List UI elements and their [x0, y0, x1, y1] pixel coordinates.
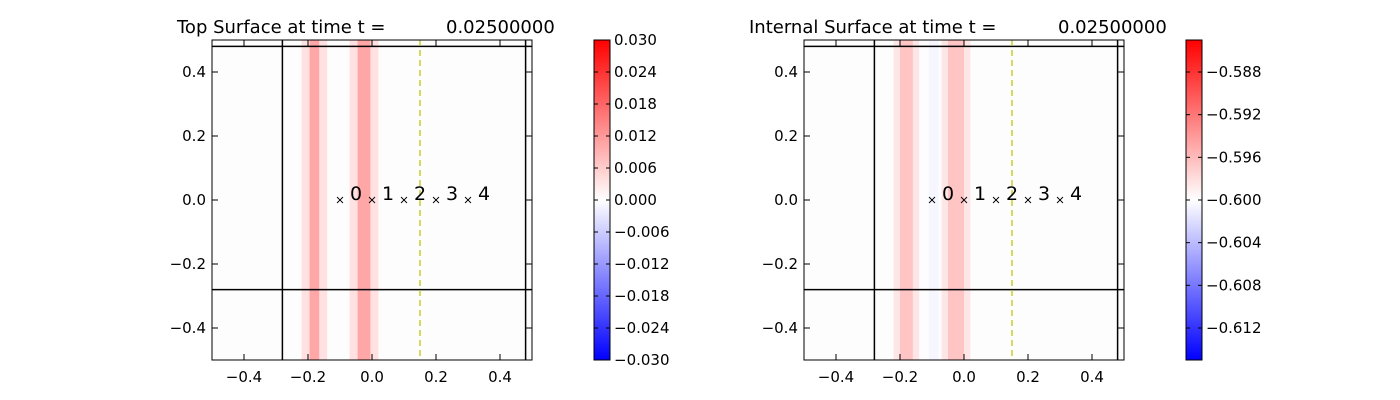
- x-tick-label: −0.2: [290, 368, 326, 386]
- x-tick-label: 0.4: [1080, 368, 1104, 386]
- marker-cross: [400, 196, 408, 204]
- colorbar-tick-label: −0.596: [1206, 148, 1262, 166]
- colorbar-tick-label: −0.592: [1206, 106, 1262, 124]
- marker-label: 1: [974, 183, 986, 205]
- x-tick-label: −0.4: [818, 368, 854, 386]
- colorbar-tick-label: −0.612: [1206, 319, 1262, 337]
- marker-cross-stroke: [400, 196, 408, 204]
- y-tick-label: −0.4: [762, 319, 798, 337]
- colorbar-tick-label: −0.018: [614, 287, 670, 305]
- colorbar-tick-label: −0.608: [1206, 276, 1262, 294]
- heatmap-band: [928, 40, 939, 360]
- colorbar-tick-label: −0.588: [1206, 63, 1262, 81]
- marker-label: 3: [1038, 183, 1050, 205]
- marker-cross: [928, 196, 936, 204]
- marker-cross: [960, 196, 968, 204]
- top-surface-title: Top Surface at time t =: [176, 17, 385, 38]
- y-tick-label: −0.2: [170, 255, 206, 273]
- marker-cross: [992, 196, 1000, 204]
- marker-label: 1: [382, 183, 394, 205]
- heatmap-band: [357, 40, 371, 360]
- marker-label: 4: [1070, 183, 1082, 205]
- marker-cross-stroke: [960, 196, 968, 204]
- y-tick-label: 0.0: [774, 191, 798, 209]
- colorbar-tick-label: 0.012: [614, 127, 657, 145]
- colorbar-tick-label: 0.024: [614, 63, 657, 81]
- top-surface-panel: Top Surface at time t = 0.02500000: [176, 17, 555, 38]
- x-tick-label: 0.2: [1016, 368, 1040, 386]
- marker-cross-stroke: [928, 196, 936, 204]
- heatmap-band: [900, 40, 913, 360]
- marker-cross: [432, 196, 440, 204]
- internal-surface-time-value: 0.02500000: [1058, 17, 1167, 38]
- marker-cross: [1056, 196, 1064, 204]
- colorbar-tick-label: −0.012: [614, 255, 670, 273]
- top-surface-time-value: 0.02500000: [446, 17, 555, 38]
- y-tick-label: 0.0: [182, 191, 206, 209]
- marker-cross-stroke: [464, 196, 472, 204]
- x-tick-label: 0.2: [424, 368, 448, 386]
- marker-label: 2: [1006, 183, 1018, 205]
- marker-cross: [336, 196, 344, 204]
- plot-1: 0 1 2 3 4 −0.4 −0.2 0.0 0.2 0.4 −0.4 −0.2 0.0 0.2 0.4: [762, 39, 1125, 386]
- marker-cross-stroke: [992, 196, 1000, 204]
- x-tick-label: 0.0: [952, 368, 976, 386]
- colorbar-1: −0.588 −0.592 −0.596 −0.600 −0.604 −0.608 −0.6…: [1185, 39, 1262, 361]
- marker-cross-stroke: [1024, 196, 1032, 204]
- y-tick-label: 0.2: [774, 127, 798, 145]
- internal-surface-title: Internal Surface at time t =: [749, 17, 996, 38]
- x-tick-label: −0.2: [882, 368, 918, 386]
- colorbar-tick-label: 0.030: [614, 31, 657, 49]
- heatmap-band: [948, 40, 964, 360]
- marker-label: 0: [350, 183, 362, 205]
- marker-cross-stroke: [336, 196, 344, 204]
- marker-cross-stroke: [368, 196, 376, 204]
- marker-label: 4: [478, 183, 490, 205]
- marker-cross-stroke: [432, 196, 440, 204]
- heatmap-band: [309, 40, 320, 360]
- x-tick-label: 0.0: [360, 368, 384, 386]
- marker-label: 2: [414, 183, 426, 205]
- marker-label: 0: [942, 183, 954, 205]
- colorbar-tick-label: −0.604: [1206, 234, 1262, 252]
- y-tick-label: 0.4: [182, 63, 206, 81]
- y-tick-label: 0.2: [182, 127, 206, 145]
- y-tick-label: −0.4: [170, 319, 206, 337]
- colorbar-tick-label: 0.018: [614, 95, 657, 113]
- internal-surface-panel: Internal Surface at time t = 0.02500000: [749, 17, 1167, 38]
- y-tick-label: 0.4: [774, 63, 798, 81]
- colorbar-tick-label: −0.024: [614, 319, 670, 337]
- marker-cross: [368, 196, 376, 204]
- marker-cross: [464, 196, 472, 204]
- x-tick-label: 0.4: [488, 368, 512, 386]
- marker-cross-stroke: [1056, 196, 1064, 204]
- colorbar-tick-label: −0.030: [614, 351, 670, 369]
- y-tick-label: −0.2: [762, 255, 798, 273]
- colorbar-tick-label: 0.000: [614, 191, 657, 209]
- colorbar-tick-label: 0.006: [614, 159, 657, 177]
- marker-label: 3: [446, 183, 458, 205]
- colorbar-tick-label: −0.600: [1206, 191, 1262, 209]
- colorbar-0: 0.030 0.024 0.018 0.012 0.006 0.000 −0.006 −0.0…: [593, 31, 670, 369]
- marker-cross: [1024, 196, 1032, 204]
- colorbar-tick-label: −0.006: [614, 223, 670, 241]
- plot-0: 0 1 2 3 4 −0.4 −0.2 0.0 0.2 0.4 −0.4 −0.2 0.0 0.2 0.4: [170, 39, 533, 386]
- x-tick-label: −0.4: [226, 368, 262, 386]
